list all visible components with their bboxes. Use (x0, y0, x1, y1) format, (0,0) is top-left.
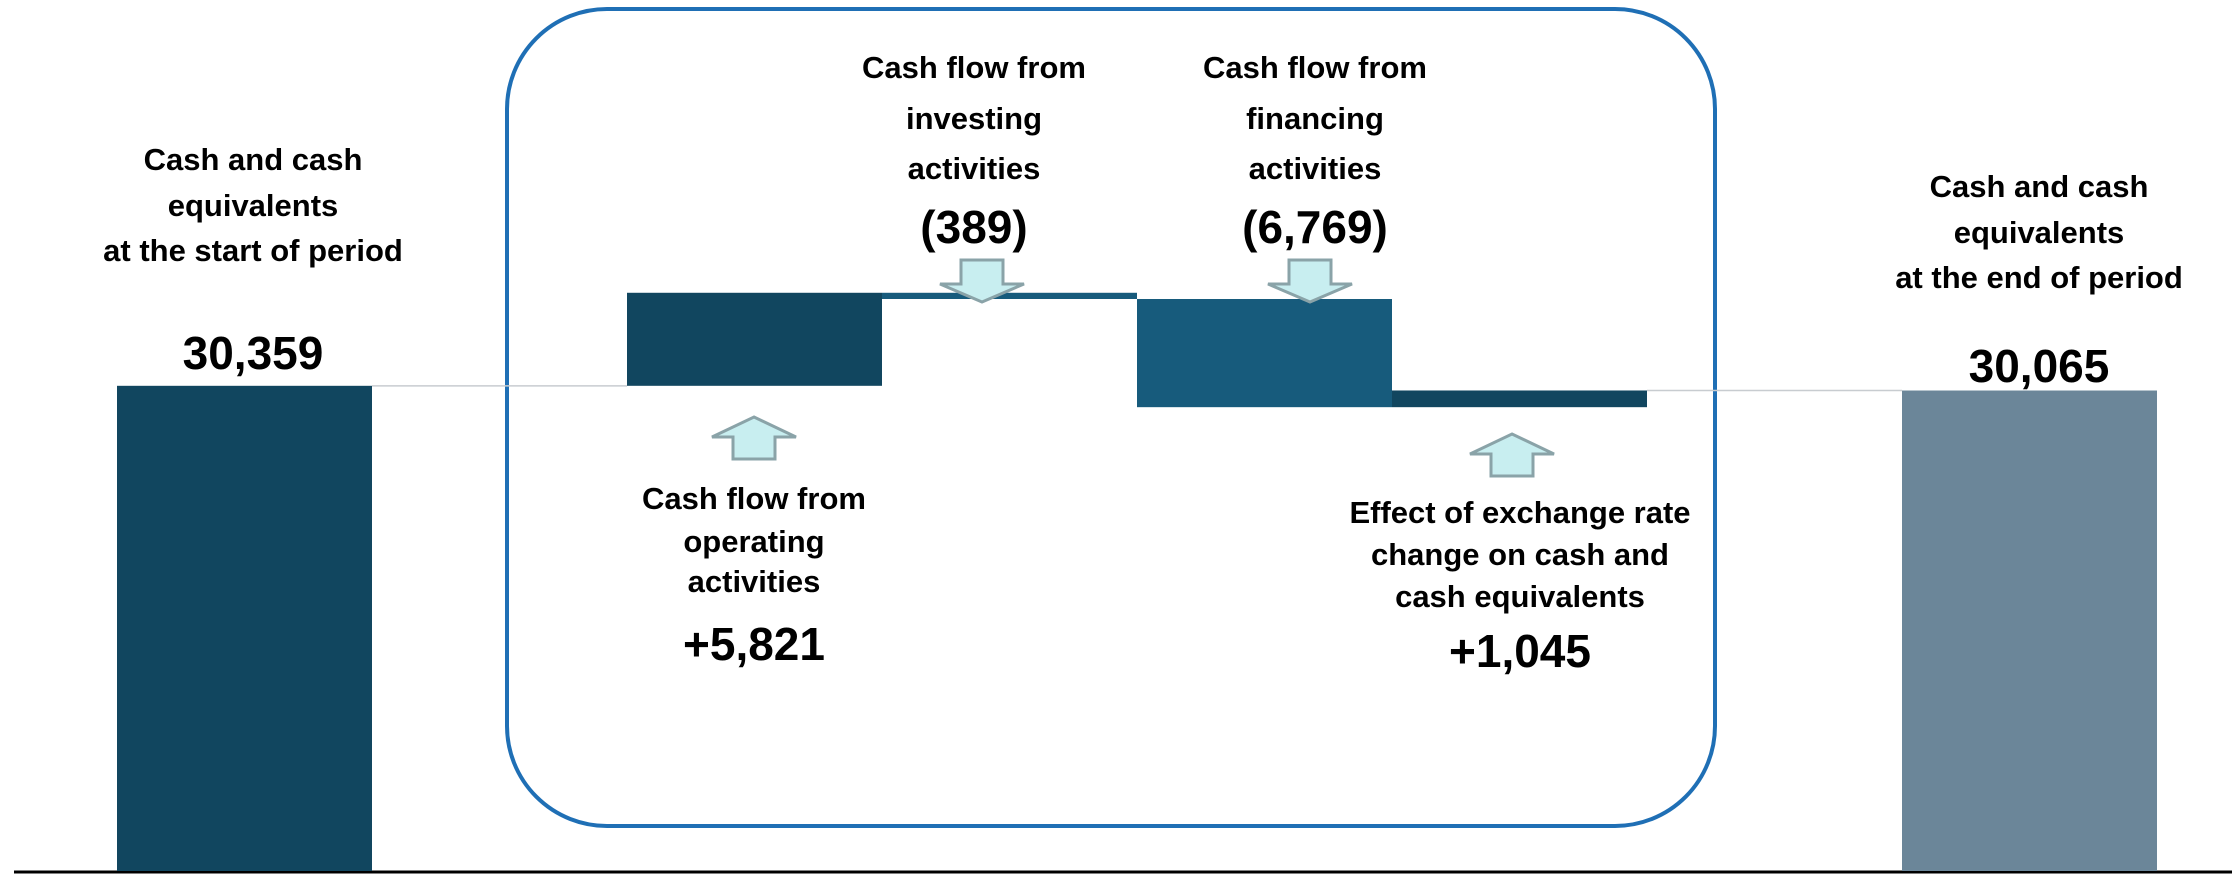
bar (882, 292, 1137, 300)
value-label: (6,769) (1242, 201, 1388, 253)
category-label: investing (906, 101, 1042, 136)
arrow (711, 415, 797, 461)
category-label: Effect of exchange rate (1349, 495, 1690, 530)
category-label: cash equivalents (1395, 579, 1645, 614)
value-label: 30,065 (1969, 340, 2110, 392)
category-label: Cash flow from (862, 50, 1086, 85)
bar (627, 292, 882, 386)
category-label: Cash and cash (1930, 169, 2149, 204)
category-label: activities (908, 151, 1041, 186)
value-label: (389) (920, 201, 1027, 253)
bar (1392, 390, 1647, 408)
category-label: Cash flow from (642, 481, 866, 516)
category-label: activities (1249, 151, 1382, 186)
category-label: Cash and cash (144, 142, 363, 177)
category-label: at the end of period (1895, 260, 2183, 295)
category-label: activities (688, 564, 821, 599)
value-label: 30,359 (183, 327, 324, 379)
category-label: financing (1246, 101, 1384, 136)
arrow (1267, 258, 1353, 304)
bar (1137, 299, 1392, 408)
category-label: operating (683, 524, 824, 559)
category-label: at the start of period (103, 233, 403, 268)
arrow (939, 258, 1025, 304)
bar (117, 385, 372, 871)
category-label: equivalents (168, 188, 339, 223)
bar (1902, 390, 2157, 871)
category-label: change on cash and (1371, 537, 1669, 572)
arrow (1469, 432, 1555, 478)
value-label: +1,045 (1449, 625, 1591, 677)
group-frame (505, 7, 1717, 828)
category-label: Cash flow from (1203, 50, 1427, 85)
category-label: equivalents (1954, 215, 2125, 250)
value-label: +5,821 (683, 618, 825, 670)
